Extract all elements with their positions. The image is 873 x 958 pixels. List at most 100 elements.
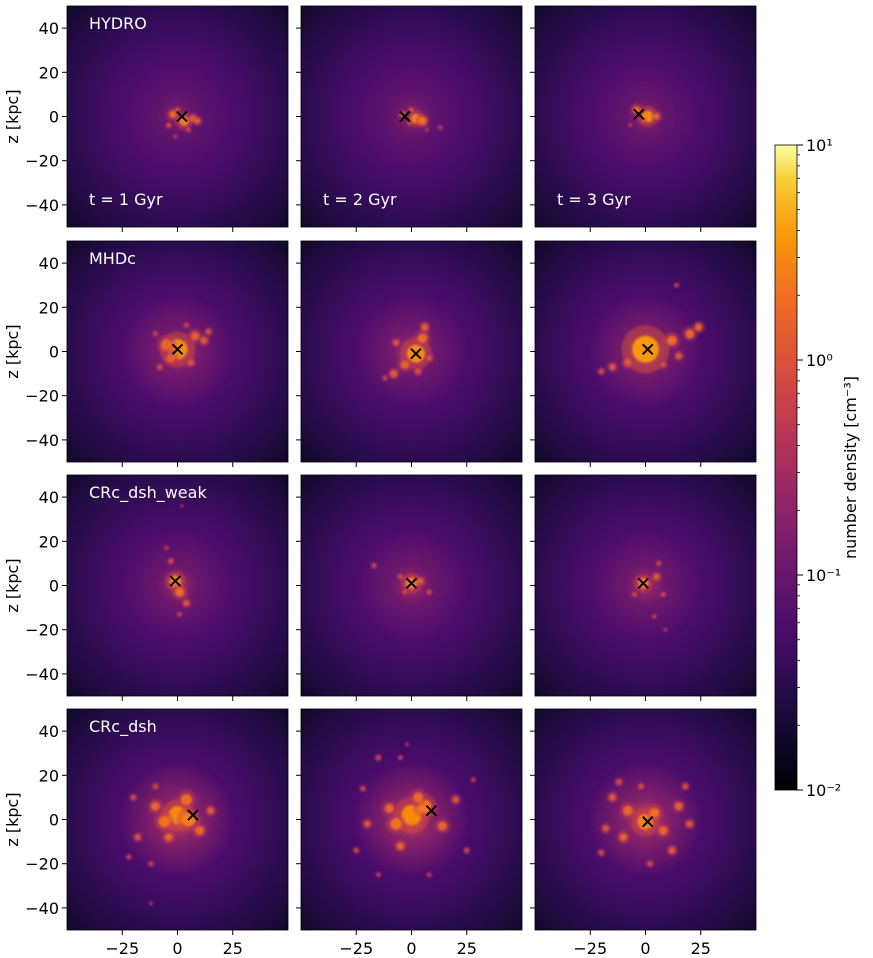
colorbar-tick-label: 10⁻² <box>806 781 841 800</box>
center-marker <box>187 809 199 821</box>
x-tick-label: 0 <box>640 939 650 958</box>
colorbar-scale <box>774 144 798 791</box>
clump-core <box>426 589 432 595</box>
clump-core <box>675 352 682 360</box>
center-marker <box>425 804 438 817</box>
panel-0-1: t = 2 Gyr <box>296 5 523 232</box>
clump-core <box>405 742 409 746</box>
time-label: t = 3 Gyr <box>557 190 631 209</box>
colorbar-tick-label: 10⁰ <box>806 351 833 370</box>
clump-core <box>421 323 429 331</box>
clump-core <box>658 826 668 835</box>
panel-frame <box>300 5 523 228</box>
clump-core <box>179 116 189 126</box>
clump-core <box>619 833 628 842</box>
x-tick-label: 0 <box>406 939 416 958</box>
clump-core <box>177 612 182 617</box>
panel-frame <box>534 474 757 697</box>
clump-core <box>598 849 604 856</box>
clump-core <box>660 361 667 368</box>
clump-core <box>609 363 616 371</box>
clump-core <box>438 125 442 130</box>
clump-core <box>157 364 163 370</box>
center-marker <box>176 110 188 123</box>
row-label: CRc_dsh <box>89 717 157 737</box>
clump-core <box>164 546 169 550</box>
colorbar-label: number density [cm⁻³] <box>841 376 860 559</box>
clump-core <box>598 368 604 375</box>
panel-1-1 <box>296 240 523 467</box>
panel-frame <box>66 5 289 228</box>
x-tick-label: −25 <box>105 939 139 958</box>
clump-core <box>183 600 190 607</box>
clump-core <box>148 861 154 866</box>
clump-core <box>628 123 632 127</box>
clump-core <box>175 107 180 113</box>
clump-core <box>641 118 646 124</box>
clump-core <box>126 854 132 860</box>
panel-0-2: t = 3 Gyr <box>530 5 757 232</box>
clump-core <box>402 589 408 595</box>
dense-clumps <box>163 503 192 618</box>
clump-core <box>396 842 405 850</box>
clump-core <box>149 901 153 906</box>
clump-core <box>638 783 644 790</box>
panel-0-0: −40 −20 0 20 40 z [kpc] HYDRO t = 1 Gyr <box>3 5 289 232</box>
clump-core <box>173 134 177 138</box>
clump-core <box>667 335 677 346</box>
clump-core <box>426 355 433 362</box>
clump-core <box>602 825 610 832</box>
y-tick-label: 40 <box>39 722 59 741</box>
y-axis-label: z [kpc] <box>3 89 22 143</box>
clump-core <box>417 577 424 585</box>
time-label: t = 1 Gyr <box>89 190 163 209</box>
panel-frame <box>534 5 757 228</box>
x-tick-label: −25 <box>339 939 373 958</box>
clump-core <box>663 628 667 632</box>
clump-core <box>371 563 377 568</box>
clump-core <box>205 328 212 335</box>
dense-clumps <box>351 741 477 879</box>
clump-core <box>608 793 616 801</box>
y-tick-label: −20 <box>25 621 59 640</box>
panel-frame <box>300 474 523 697</box>
clump-core <box>398 755 403 760</box>
clump-core <box>207 807 215 815</box>
y-tick-label: −20 <box>25 387 59 406</box>
clump-core <box>400 360 410 370</box>
panel-2-1 <box>296 474 523 701</box>
panel-frame <box>66 474 289 697</box>
clump-core <box>649 808 660 818</box>
row-label: CRc_dsh_weak <box>89 483 207 503</box>
panel-frame <box>300 240 523 463</box>
clump-core <box>409 107 414 113</box>
clump-core <box>398 574 403 579</box>
clump-core <box>363 820 371 828</box>
clump-core <box>166 123 171 128</box>
panel-3-0: −40 −20 0 20 40 z [kpc] CRc_dsh −25 0 25 <box>3 708 289 958</box>
center-marker <box>410 348 422 360</box>
row-label: HYDRO <box>89 14 147 33</box>
clump-core <box>616 779 622 785</box>
panel-frame <box>66 708 289 931</box>
clump-core <box>168 558 174 564</box>
clump-core <box>158 816 170 828</box>
clump-core <box>632 592 637 597</box>
x-tick-label: 0 <box>172 939 182 958</box>
clump-core <box>647 861 653 867</box>
center-marker <box>633 108 645 120</box>
y-tick-label: −40 <box>25 665 59 684</box>
clump-core <box>390 369 398 378</box>
colorbar-tick-label: 10¹ <box>806 136 833 155</box>
clump-core <box>360 786 366 791</box>
clump-core <box>166 353 176 363</box>
y-tick-label: −40 <box>25 196 59 215</box>
dense-clumps <box>397 105 444 133</box>
y-tick-label: 20 <box>39 532 59 551</box>
time-label: t = 2 Gyr <box>323 190 397 209</box>
y-tick-label: 0 <box>49 577 59 596</box>
clump-core <box>653 573 660 580</box>
clump-core <box>656 561 661 566</box>
clump-core <box>471 777 476 782</box>
clump-core <box>134 834 141 841</box>
